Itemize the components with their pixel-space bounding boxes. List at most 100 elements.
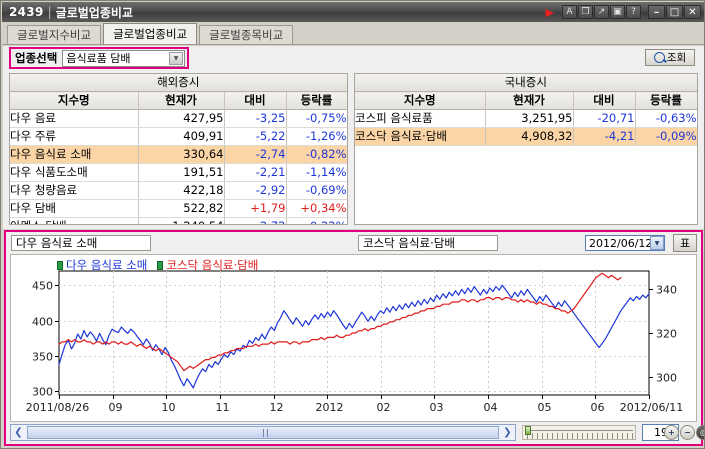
pin-arrow-icon[interactable]: ↗ (594, 5, 609, 19)
svg-text:450: 450 (32, 280, 53, 293)
chart-series-b-field[interactable]: 코스닥 음식료·담배 (358, 235, 498, 251)
svg-text:350: 350 (32, 351, 53, 364)
minimize-button[interactable]: – (648, 5, 665, 19)
svg-text:02: 02 (377, 401, 391, 414)
svg-text:04: 04 (484, 401, 498, 414)
cell-price: 522,82 (138, 199, 225, 218)
legend-marker-a (57, 260, 63, 270)
zoom-out-icon[interactable]: − (680, 425, 695, 440)
svg-text:10: 10 (162, 401, 176, 414)
svg-text:03: 03 (430, 401, 444, 414)
tab-global-sector-compare[interactable]: 글로벌업종비교 (103, 23, 198, 44)
sector-select-box: 업종선택 음식료품 담배 ▼ (9, 47, 189, 69)
table-row[interactable]: 코스닥 음식료·담배 4,908,32 -4,21 -0,09% (355, 127, 697, 146)
window-number: 2439 (9, 5, 44, 19)
cell-price: 191,51 (138, 163, 225, 182)
table-row[interactable]: 아멕스 담배1,240,54-2,72-0,22% (10, 217, 347, 224)
font-icon[interactable]: A (562, 5, 577, 19)
svg-text:09: 09 (109, 401, 123, 414)
table-row[interactable]: 다우 식품도소매 191,51 -2,21 -1,14% (10, 163, 347, 182)
cell-rate: -0,69% (286, 181, 347, 200)
svg-text:2011/08/26: 2011/08/26 (26, 401, 89, 414)
sector-select-dropdown[interactable]: 음식료품 담배 ▼ (62, 49, 185, 67)
svg-text:400: 400 (32, 316, 53, 329)
col-header-name: 지수명 (10, 91, 139, 110)
help-icon[interactable]: ? (626, 5, 641, 19)
cell-change: -2,72 (224, 217, 287, 224)
table-row[interactable]: 다우 주류 409,91 -5,22 -1,26% (10, 127, 347, 146)
chevron-down-icon[interactable]: ▼ (169, 51, 183, 65)
cell-index-name: 다우 식품도소매 (10, 163, 139, 182)
table-row[interactable]: 다우 청량음료 422,18 -2,92 -0,69% (10, 181, 347, 200)
svg-text:05: 05 (538, 401, 552, 414)
cell-change: -2,21 (224, 163, 287, 182)
col-header-name: 지수명 (355, 91, 486, 110)
chevron-down-icon[interactable]: ▼ (650, 236, 664, 250)
cell-rate: -0,63% (635, 109, 697, 128)
table-row[interactable]: 다우 담배 522,82 +1,79 +0,34% (10, 199, 347, 218)
window-title: 글로벌업종비교 (55, 5, 133, 20)
tab-global-index-compare[interactable]: 글로벌지수비교 (7, 25, 102, 44)
cell-price: 427,95 (138, 109, 225, 128)
chart-plot-area[interactable]: 다우 음식료 소매 코스닥 음식료·담배 2011/08/26 09 10 11 12 2… (10, 254, 697, 422)
title-separator: | (47, 5, 52, 19)
cell-rate: -0,82% (286, 145, 347, 164)
svg-text:2012: 2012 (316, 401, 344, 414)
slider-track (527, 430, 633, 431)
domestic-market-table: 국내증시 지수명 현재가 대비 등락률 코스피 음식료품 3,251,95 -20,… (354, 73, 698, 225)
cell-index-name: 다우 청량음료 (10, 181, 139, 200)
window-snapshot-icon[interactable]: ❐ (578, 5, 593, 19)
table-row[interactable]: 다우 음식료 소매 330,64 -2,74 -0,82% (10, 145, 347, 164)
cell-price: 3,251,95 (485, 109, 574, 128)
magnifier-icon (653, 52, 665, 63)
cell-index-name: 코스닥 음식료·담배 (355, 127, 486, 146)
title-bar: 2439 | 글로벌업종비교 ▶ A ❐ ↗ ▣ ? – □ ✕ (2, 2, 704, 22)
title-bar-controls: ▶ A ❐ ↗ ▣ ? – □ ✕ (545, 5, 704, 19)
cell-change: -5,22 (224, 127, 287, 146)
play-icon[interactable]: ▶ (545, 5, 554, 19)
cell-rate: +0,34% (286, 199, 347, 218)
chart-header: 다우 음식료 소매 코스닥 음식료·담배 2012/06/12 ▼ 표 (6, 232, 701, 254)
table-row[interactable]: 코스피 음식료품 3,251,95 -20,71 -0,63% (355, 109, 697, 128)
cell-change: -2,74 (224, 145, 287, 164)
tab-global-stock-compare[interactable]: 글로벌종목비교 (199, 25, 294, 44)
col-header-rate: 등락률 (286, 91, 347, 110)
close-button[interactable]: ✕ (684, 5, 701, 19)
col-header-change: 대비 (224, 91, 287, 110)
cell-price: 330,64 (138, 145, 225, 164)
cell-change: -2,92 (224, 181, 287, 200)
chevron-right-icon[interactable]: ❯ (503, 427, 512, 438)
sector-select-value: 음식료품 담배 (66, 52, 131, 65)
zoom-reset-icon[interactable]: ◎ (696, 425, 704, 440)
maximize-button[interactable]: □ (666, 5, 683, 19)
legend-marker-b (157, 260, 164, 270)
horizontal-scrollbar[interactable]: ❮ ❯ (10, 424, 516, 441)
scrollbar-thumb[interactable] (27, 426, 499, 439)
chart-bottom-bar: ❮ ❯ 199 + − ◎ (10, 423, 704, 443)
table-row[interactable]: 다우 음료 427,95 -3,25 -0,75% (10, 109, 347, 128)
svg-text:12: 12 (270, 401, 284, 414)
zoom-in-icon[interactable]: + (664, 425, 679, 440)
cell-change: -4,21 (573, 127, 636, 146)
cell-rate: -0,09% (635, 127, 697, 146)
cell-change: -3,25 (224, 109, 287, 128)
date-picker-value: 2012/06/12 (589, 236, 653, 250)
cell-price: 1,240,54 (138, 217, 225, 224)
svg-text:300: 300 (656, 372, 677, 385)
svg-text:06: 06 (591, 401, 605, 414)
cell-index-name: 아멕스 담배 (10, 217, 139, 224)
query-button[interactable]: 조회 (645, 49, 695, 66)
slider-knob[interactable] (525, 426, 531, 435)
table-view-button[interactable]: 표 (673, 234, 697, 252)
chart-svg: 2011/08/26 09 10 11 12 2012 02 03 04 05 06 2012/06/… (26, 270, 683, 414)
chevron-left-icon[interactable]: ❮ (14, 427, 23, 438)
legend-label-b: 코스닥 음식료·담배 (166, 258, 259, 272)
zoom-slider[interactable] (522, 425, 636, 440)
query-button-label: 조회 (666, 52, 687, 64)
legend-label-a: 다우 음식료 소매 (66, 258, 148, 272)
cell-price: 422,18 (138, 181, 225, 200)
date-picker[interactable]: 2012/06/12 ▼ (585, 235, 665, 251)
chart-series-a-field[interactable]: 다우 음식료 소매 (11, 235, 151, 251)
save-icon[interactable]: ▣ (610, 5, 625, 19)
